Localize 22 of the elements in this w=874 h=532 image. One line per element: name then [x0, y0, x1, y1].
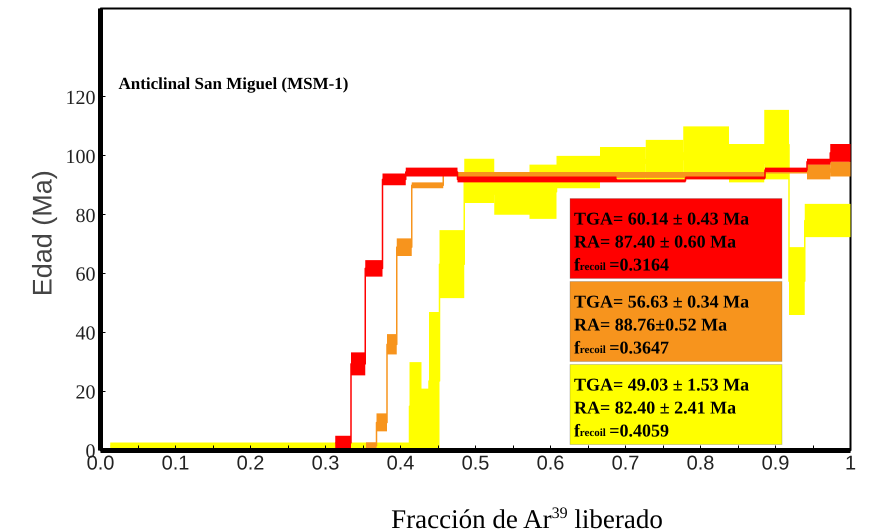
x-tick-label: 0.3 [312, 452, 340, 474]
x-tick-label: 0.4 [386, 452, 414, 474]
x-tick-label: 0.1 [162, 452, 190, 474]
y-tick-label: 20 [76, 382, 96, 404]
x-tick-label: 1 [844, 452, 856, 474]
x-tick-label: 0.6 [536, 452, 564, 474]
x-tick-label: 0.8 [686, 452, 714, 474]
x-tick-label: 0.5 [462, 452, 490, 474]
y-tick-label: 40 [76, 322, 96, 345]
y-tick-label: 80 [76, 204, 96, 227]
annotation: TGA= 60.14 ± 0.43 Ma RA= 87.40 ± 0.60 Ma frecoil=0.3164 [574, 208, 750, 274]
x-axis-title: Fracción de Ar$^{39}$ liberado [391, 503, 663, 532]
text: Anticlinal San Miguel (MSM-1) [118, 74, 348, 93]
x-tick-label: 0.9 [762, 452, 790, 474]
annotation: TGA= 49.03 ± 1.53 Ma RA= 82.40 ± 2.41 Ma frecoil=0.4059 [574, 374, 750, 440]
x-tick-label: 0.2 [236, 452, 264, 474]
y-tick-label: 120 [66, 86, 96, 109]
y-tick-label: 60 [76, 264, 96, 286]
y-tick-label: 100 [66, 146, 96, 168]
x-tick-label: 0.7 [612, 452, 640, 474]
y-axis-title: Edad (Ma) [28, 170, 58, 296]
annotation: TGA= 56.63 ± 0.34 Ma RA= 88.76±0.52 Ma frecoil=0.3647 [574, 292, 750, 358]
